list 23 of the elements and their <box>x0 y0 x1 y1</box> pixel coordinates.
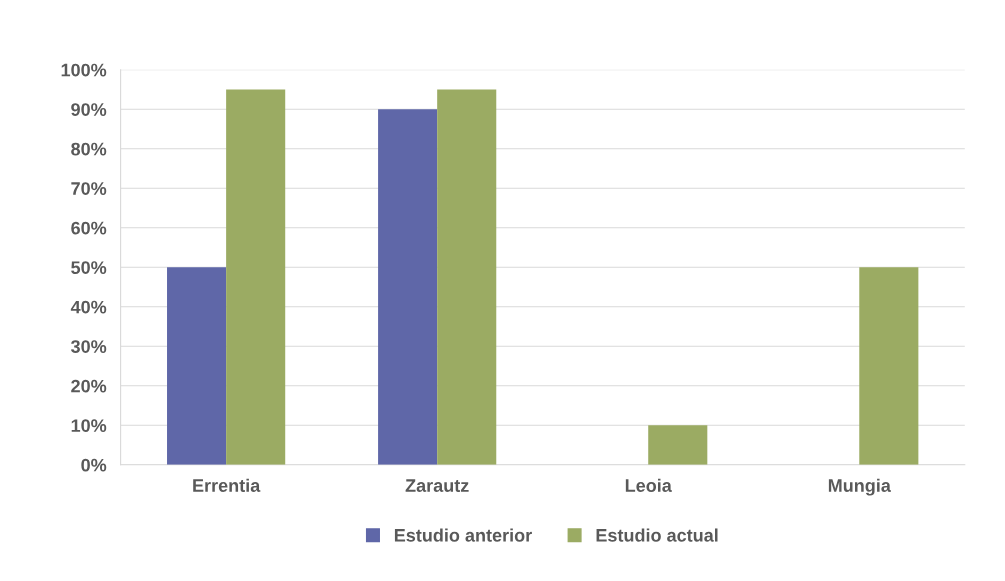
bar <box>226 89 286 465</box>
y-tick-label: 50% <box>71 261 107 274</box>
bar <box>378 109 438 465</box>
legend-label: Estudio anterior <box>394 528 532 542</box>
y-tick-label: 80% <box>71 142 107 156</box>
x-tick-label: Errentia <box>193 478 261 492</box>
y-tick-label: 10% <box>71 419 107 433</box>
x-tick-label: Zarautz <box>405 479 469 492</box>
y-tick-label: 70% <box>71 182 107 195</box>
bar <box>859 267 919 465</box>
y-tick-label: 100% <box>61 63 107 77</box>
y-tick-label: 90% <box>71 103 107 116</box>
bar <box>167 267 227 465</box>
y-tick-label: 60% <box>71 221 107 235</box>
x-tick-label: Mungia <box>828 478 891 496</box>
legend-label: Estudio actual <box>596 528 718 542</box>
y-tick-label: 0% <box>81 458 107 472</box>
bar <box>648 425 708 465</box>
x-tick-label: Leoia <box>625 478 672 492</box>
y-tick-label: 20% <box>71 379 107 393</box>
bar <box>437 89 497 465</box>
y-tick-label: 40% <box>70 300 107 314</box>
y-tick-label: 30% <box>70 340 107 354</box>
